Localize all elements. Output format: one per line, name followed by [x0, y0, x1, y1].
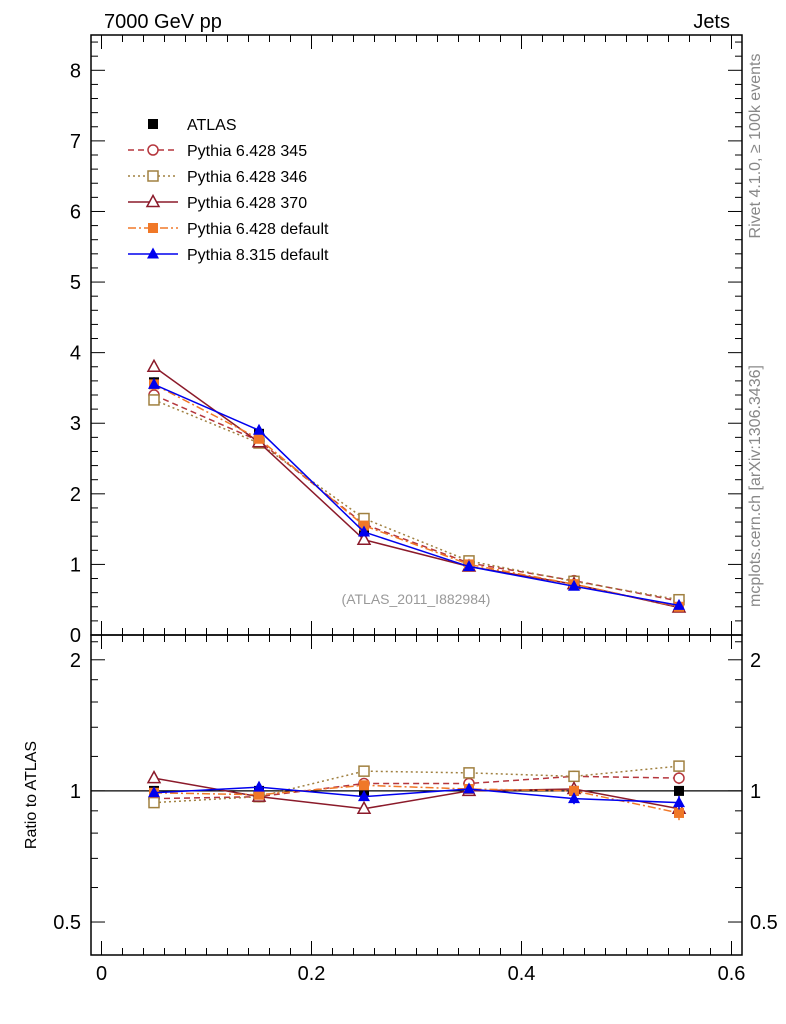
legend-marker [147, 144, 159, 156]
ratio-y-tick-label: 2 [70, 650, 81, 672]
x-tick-label: 0.2 [298, 963, 326, 985]
legend-marker [147, 247, 159, 259]
main-y-tick-label: 7 [70, 131, 81, 153]
ratio-axes: 0.5 0.5 1 1 2 2 [53, 641, 778, 934]
ratio-data-point [358, 765, 370, 777]
data-point [568, 579, 580, 591]
main-y-tick-label: 3 [70, 413, 81, 435]
legend-label: Pythia 6.428 default [187, 221, 329, 238]
series-pythia-8-315-default [148, 377, 685, 810]
ratio-data-point [673, 772, 685, 784]
x-tick-label: 0 [96, 963, 107, 985]
data-point [463, 560, 475, 572]
legend-label: ATLAS [187, 117, 237, 134]
ratio-y-tick-label: 1 [70, 781, 81, 803]
ratio-y-tick-label-right: 0.5 [750, 912, 778, 934]
ratio-y-tick-label-right: 1 [750, 781, 761, 803]
ratio-data-point [253, 780, 265, 792]
ratio-data-point [673, 796, 685, 808]
ratio-y-tick-label-right: 2 [750, 650, 761, 672]
legend-label: Pythia 6.428 370 [187, 195, 307, 212]
main-y-tick-label: 0 [70, 625, 81, 647]
ratio-data-point [148, 786, 160, 798]
main-y-tick-label: 1 [70, 554, 81, 576]
x-tick-label: 0.4 [508, 963, 536, 985]
ratio-data-point [359, 780, 369, 791]
ratio-series-line [153, 775, 680, 800]
legend-item-pythia-8-315-default: Pythia 8.315 default [128, 247, 329, 264]
data-point [253, 423, 265, 435]
data-point [254, 433, 264, 444]
ratio-series-line [153, 784, 680, 814]
ratio-data-point [146, 770, 162, 784]
ratio-y-axis-label: Ratio to ATLAS [23, 741, 40, 849]
ratio-data-point [673, 760, 685, 772]
legend-label: Pythia 6.428 346 [187, 169, 307, 186]
ratio-data-point [674, 807, 684, 818]
analysis-tag: (ATLAS_2011_I882984) [342, 591, 491, 607]
series-line [153, 383, 680, 608]
main-y-tick-label: 8 [70, 60, 81, 82]
series-layer [146, 358, 687, 821]
legend-item-pythia-6-428-370: Pythia 6.428 370 [128, 193, 307, 212]
series-line [153, 394, 680, 602]
rivet-version-label: Rivet 4.1.0, ≥ 100k events [747, 54, 764, 239]
mcplots-credit-label: mcplots.cern.ch [arXiv:1306.3436] [747, 365, 764, 607]
data-point [146, 358, 162, 373]
ratio-data-point [463, 782, 475, 794]
legend: ATLAS Pythia 6.428 345 Pythia 6.428 346 Pyt… [128, 117, 329, 264]
ratio-data-point [148, 796, 160, 809]
series-atlas [149, 377, 684, 797]
main-y-tick-label: 2 [70, 484, 81, 506]
data-point [148, 394, 160, 406]
series-pythia-6-428-370 [146, 358, 687, 817]
header-energy-title: 7000 GeV pp [104, 11, 222, 33]
ratio-data-point [463, 767, 475, 779]
header-jets-title: Jets [693, 11, 730, 33]
legend-marker [145, 193, 161, 208]
ratio-series-line [153, 786, 680, 804]
main-y-tick-label: 6 [70, 201, 81, 223]
data-point [358, 525, 370, 537]
ratio-data-point [569, 785, 579, 796]
legend-marker [148, 223, 158, 233]
main-axes: 0 1 2 3 4 5 6 7 8 [70, 41, 742, 647]
ratio-data-point [254, 789, 264, 800]
series-line [153, 366, 680, 609]
legend-item-pythia-6-428-345: Pythia 6.428 345 [128, 143, 307, 160]
main-y-tick-label: 4 [70, 343, 81, 365]
ratio-data-point [356, 800, 372, 814]
legend-label: Pythia 8.315 default [187, 247, 329, 264]
ratio-data-point [674, 785, 684, 796]
x-axis: 0 0.2 0.4 0.6 [96, 35, 745, 985]
legend-item-pythia-6-428-346: Pythia 6.428 346 [128, 169, 307, 186]
ratio-y-tick-label: 0.5 [53, 912, 81, 934]
legend-item-pythia-6-428-default: Pythia 6.428 default [128, 221, 329, 238]
legend-marker [148, 119, 158, 129]
series-line [153, 399, 680, 601]
main-y-tick-label: 5 [70, 272, 81, 294]
ratio-data-point [568, 792, 580, 804]
data-point [356, 531, 372, 545]
x-tick-label: 0.6 [718, 963, 746, 985]
ratio-series-line [153, 777, 680, 810]
data-point [148, 377, 160, 389]
legend-item-atlas: ATLAS [148, 117, 237, 134]
data-point [673, 598, 685, 610]
ratio-series-line [153, 765, 680, 804]
legend-label: Pythia 6.428 345 [187, 143, 307, 160]
ratio-data-point [568, 770, 580, 783]
legend-marker [147, 170, 159, 182]
ratio-data-point [358, 790, 370, 802]
series-line [153, 383, 680, 607]
ratio-plot-frame [90, 634, 743, 956]
